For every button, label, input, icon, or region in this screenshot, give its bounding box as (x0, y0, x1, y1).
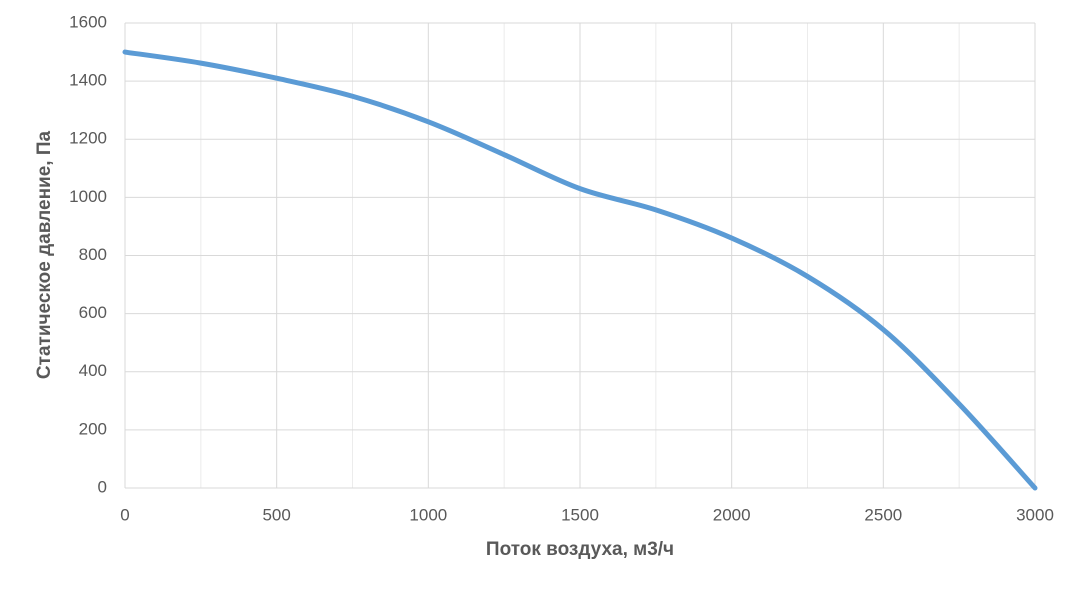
x-tick-label: 2500 (864, 505, 902, 524)
y-tick-label: 1000 (69, 187, 107, 206)
x-tick-label: 1000 (409, 505, 447, 524)
x-tick-label: 3000 (1016, 505, 1054, 524)
y-axis-title: Статическое давление, Па (34, 130, 55, 379)
x-tick-label: 500 (262, 505, 290, 524)
y-tick-label: 800 (79, 245, 107, 264)
x-tick-label: 2000 (713, 505, 751, 524)
y-tick-label: 0 (98, 477, 107, 496)
y-tick-label: 200 (79, 419, 107, 438)
y-tick-label: 1200 (69, 129, 107, 148)
x-tick-label: 1500 (561, 505, 599, 524)
y-tick-label: 600 (79, 303, 107, 322)
y-tick-label: 1600 (69, 12, 107, 31)
x-axis-title: Поток воздуха, м3/ч (486, 539, 674, 560)
y-tick-label: 1400 (69, 71, 107, 90)
x-tick-label: 0 (120, 505, 129, 524)
data-line (122, 49, 1038, 491)
y-tick-label: 400 (79, 361, 107, 380)
